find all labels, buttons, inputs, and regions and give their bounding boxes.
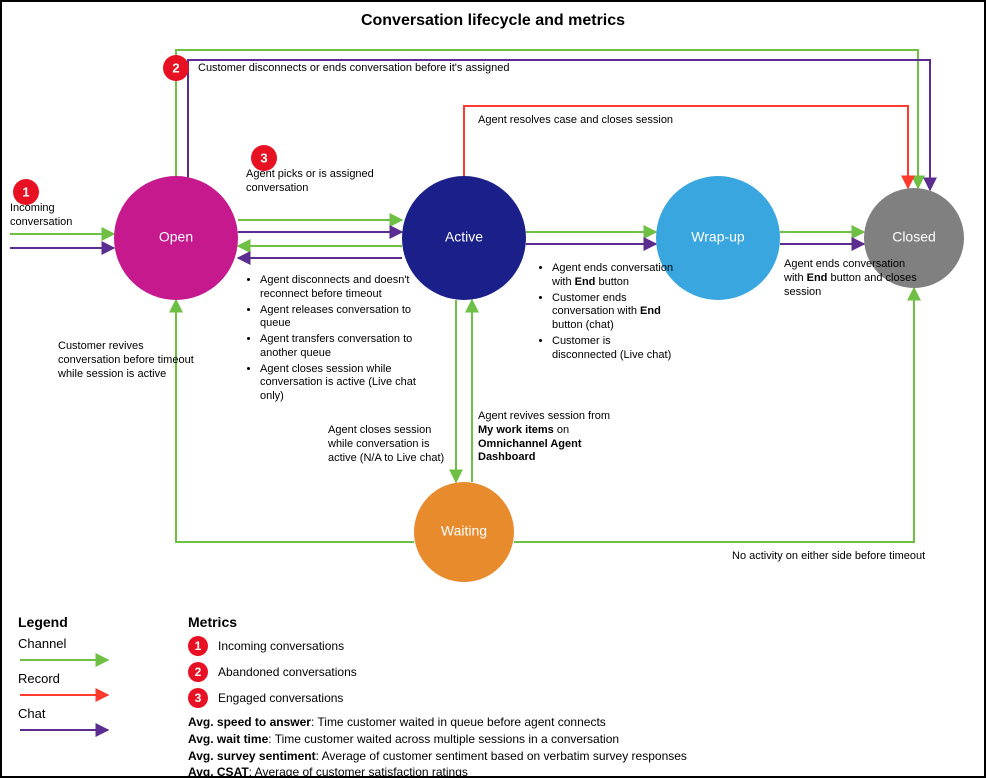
cap-active-to-wrap: Agent ends conversation with End buttonC… — [538, 262, 678, 364]
legend-row-chat: Chat — [18, 706, 168, 739]
metric-2: 2Abandoned conversations — [188, 662, 972, 682]
svg-text:2: 2 — [172, 60, 179, 75]
node-closed-label: Closed — [892, 229, 936, 245]
cap-active-to-wait: Agent closes session while conversation … — [328, 424, 458, 465]
cap-wait-to-closed: No activity on either side before timeou… — [732, 550, 952, 564]
metric-avg: Avg. CSAT: Average of customer satisfact… — [188, 764, 972, 778]
legend-title: Legend — [18, 614, 168, 630]
cap-abandon: Customer disconnects or ends conversatio… — [198, 62, 538, 76]
metric-badge-icon: 2 — [188, 662, 208, 682]
metrics: Metrics 1Incoming conversations 2Abandone… — [188, 614, 972, 778]
legend-row-record: Record — [18, 671, 168, 704]
diagram-frame: Conversation lifecycle and metrics OpenA… — [0, 0, 986, 778]
node-open-label: Open — [159, 229, 193, 245]
metric-avg: Avg. wait time: Time customer waited acr… — [188, 731, 972, 748]
svg-text:3: 3 — [260, 150, 267, 165]
metric-badge-icon: 3 — [188, 688, 208, 708]
cap-resolve: Agent resolves case and closes session — [478, 114, 738, 128]
cap-wrap-to-closed: Agent ends conversation with End button … — [784, 258, 924, 299]
metric-avg: Avg. speed to answer: Time customer wait… — [188, 714, 972, 731]
cap-wait-to-active: Agent revives session from My work items… — [478, 410, 628, 465]
metrics-title: Metrics — [188, 614, 972, 630]
cap-active-to-open: Agent disconnects and doesn't reconnect … — [246, 274, 426, 406]
metric-badge-icon: 1 — [188, 636, 208, 656]
svg-text:1: 1 — [22, 184, 29, 199]
metric-1: 1Incoming conversations — [188, 636, 972, 656]
node-active-label: Active — [445, 229, 483, 245]
node-waiting-label: Waiting — [441, 523, 487, 539]
node-wrapup-label: Wrap-up — [691, 229, 745, 245]
metric-avg: Avg. survey sentiment: Average of custom… — [188, 748, 972, 765]
legend-row-channel: Channel — [18, 636, 168, 669]
cap-engage: Agent picks or is assigned conversation — [246, 168, 396, 196]
cap-revive-open: Customer revives conversation before tim… — [58, 340, 208, 381]
legend: Legend Channel Record Chat — [18, 614, 168, 741]
flow-svg: Open Active Wrap-up Closed Waiting 1 2 3 — [2, 2, 986, 612]
cap-incoming: Incoming conversation — [10, 202, 110, 230]
metric-3: 3Engaged conversations — [188, 688, 972, 708]
